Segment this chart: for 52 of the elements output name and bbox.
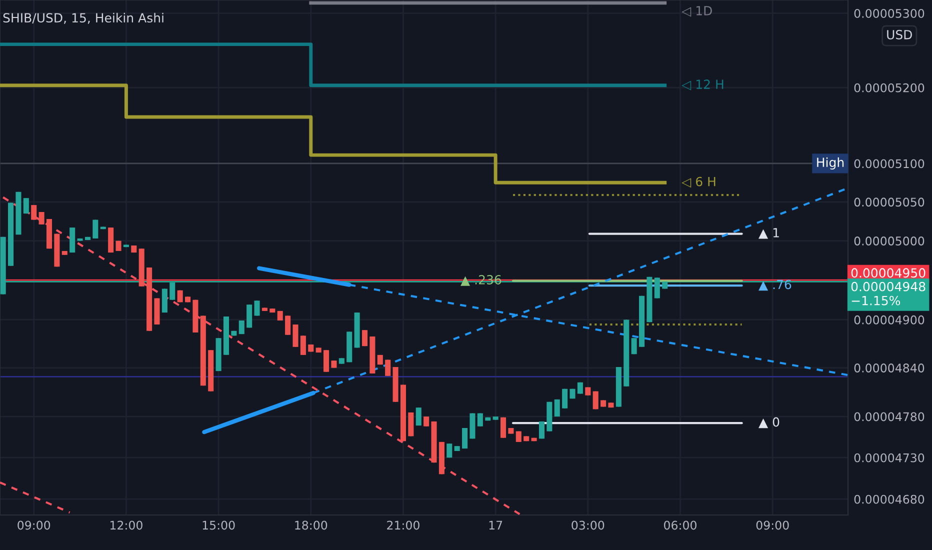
candlestick	[23, 197, 29, 214]
candlestick	[238, 320, 244, 335]
candlestick	[38, 211, 44, 226]
series-label: ▲ .236	[460, 275, 502, 286]
candlestick	[416, 406, 422, 426]
candlestick	[446, 442, 452, 458]
series-label: ◁ 1D	[682, 6, 712, 17]
text: USD	[887, 30, 912, 40]
series-label: ▲ .76	[758, 280, 792, 291]
y-tick-label: 0.00004780	[854, 412, 924, 422]
ref-line-label: 0.00004948 −1.15%	[851, 282, 926, 306]
x-tick-label: 06:00	[664, 520, 696, 530]
x-tick-label: 17	[489, 520, 502, 530]
y-tick-label: 0.00005200	[854, 83, 924, 92]
candlestick	[631, 337, 637, 355]
candlestick	[362, 329, 368, 347]
candlestick	[477, 412, 483, 428]
x-tick-label: 09:00	[18, 520, 50, 530]
y-tick-label: 0.00005100	[854, 159, 924, 168]
candlestick	[246, 304, 252, 328]
candlestick	[254, 300, 260, 316]
x-tick-label: 09:00	[756, 520, 789, 530]
y-tick-label: 0.00005050	[854, 198, 924, 207]
y-tick-label: 0.00004900	[854, 315, 924, 324]
series-label: ◁ 6 H	[682, 176, 716, 188]
candlestick	[31, 204, 37, 220]
candlestick	[385, 359, 391, 377]
candlestick	[92, 219, 98, 240]
ref-line-label: 0.00004950	[851, 268, 926, 278]
text: SHIB/USD, 15, Heikin Ashi	[3, 12, 164, 24]
ref-line-label: High	[817, 157, 844, 170]
candlestick	[424, 416, 430, 428]
candlestick	[500, 416, 506, 439]
y-tick-label: 0.00005300	[854, 8, 924, 18]
y-tick-label: 0.00004680	[854, 494, 924, 504]
y-tick-label: 0.00005000	[854, 236, 924, 246]
candlestick	[292, 324, 298, 348]
x-tick-label: 12:00	[110, 520, 142, 530]
x-tick-label: 21:00	[387, 520, 420, 530]
series-label: ▲ 1	[758, 228, 779, 239]
candlestick	[162, 288, 168, 314]
candlestick	[324, 349, 330, 373]
series-label: ▲ 0	[758, 417, 780, 428]
series-label: ◁ 12 H	[682, 80, 724, 90]
candlestick	[285, 315, 291, 336]
x-tick-label: 15:00	[202, 520, 235, 530]
x-tick-label: 18:00	[295, 520, 328, 530]
candlestick	[562, 388, 568, 410]
y-tick-label: 0.00004730	[854, 453, 924, 462]
x-tick-label: 03:00	[572, 520, 604, 530]
y-tick-label: 0.00004840	[854, 364, 924, 372]
candlestick	[300, 334, 306, 356]
